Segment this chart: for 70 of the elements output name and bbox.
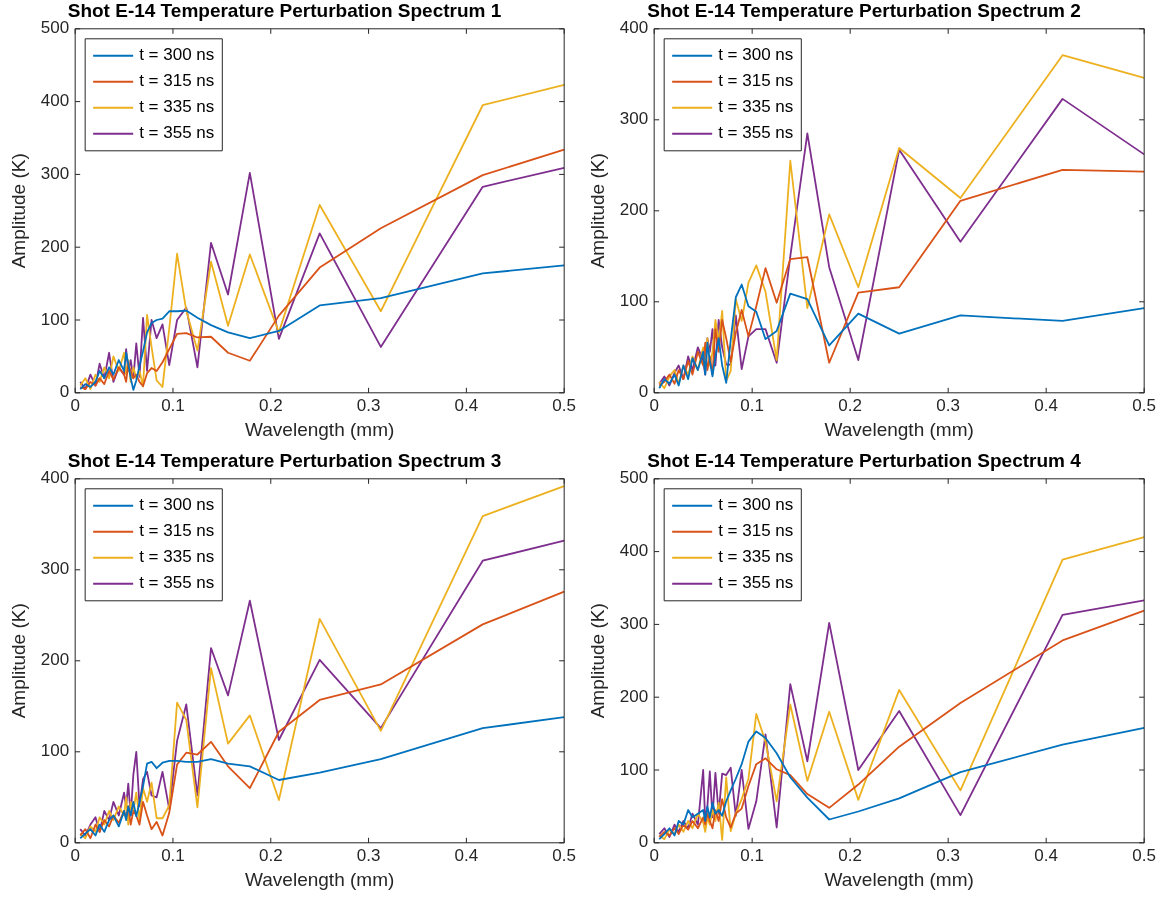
x-tick-label: 0.2 bbox=[838, 395, 862, 415]
y-tick-label: 100 bbox=[40, 309, 70, 329]
x-tick-label: 0.5 bbox=[552, 395, 576, 415]
y-axis-title: Amplitude (K) bbox=[7, 153, 29, 269]
y-tick-label: 200 bbox=[619, 200, 649, 220]
x-tick-label: 0.5 bbox=[552, 845, 576, 865]
x-tick-label: 0.3 bbox=[356, 845, 381, 865]
y-tick-label: 0 bbox=[638, 832, 649, 852]
legend-label: t = 300 ns bbox=[139, 45, 215, 65]
chart-title: Shot E-14 Temperature Perturbation Spectrum 2 bbox=[647, 0, 1081, 21]
legend-label: t = 315 ns bbox=[718, 521, 794, 541]
legend-label: t = 335 ns bbox=[718, 547, 794, 567]
legend-label: t = 335 ns bbox=[718, 97, 794, 117]
x-tick-label: 0.4 bbox=[1034, 845, 1058, 865]
legend-label: t = 355 ns bbox=[139, 573, 215, 593]
legend-label: t = 355 ns bbox=[718, 123, 794, 143]
y-tick-label: 500 bbox=[40, 18, 70, 38]
legend-label: t = 300 ns bbox=[718, 495, 794, 515]
x-tick-label: 0.2 bbox=[258, 845, 283, 865]
y-tick-label: 500 bbox=[619, 468, 649, 488]
legend-label: t = 335 ns bbox=[139, 97, 215, 117]
legend-label: t = 335 ns bbox=[139, 547, 215, 567]
x-tick-label: 0.5 bbox=[1132, 395, 1156, 415]
legend-label: t = 315 ns bbox=[718, 71, 794, 91]
y-tick-label: 300 bbox=[619, 109, 649, 129]
legend-label: t = 315 ns bbox=[139, 521, 215, 541]
legend-label: t = 355 ns bbox=[718, 573, 794, 593]
y-tick-label: 0 bbox=[638, 382, 649, 402]
x-tick-label: 0.2 bbox=[838, 845, 862, 865]
chart-title: Shot E-14 Temperature Perturbation Spectrum 3 bbox=[67, 449, 502, 471]
x-tick-label: 0.3 bbox=[936, 395, 960, 415]
x-tick-label: 0.1 bbox=[161, 395, 185, 415]
x-tick-label: 0.4 bbox=[1034, 395, 1058, 415]
legend-label: t = 315 ns bbox=[139, 71, 215, 91]
y-tick-label: 200 bbox=[40, 236, 70, 256]
x-axis-title: Wavelength (mm) bbox=[824, 868, 974, 890]
y-axis-title: Amplitude (K) bbox=[586, 603, 608, 719]
x-tick-label: 0.3 bbox=[356, 395, 381, 415]
x-tick-label: 0.5 bbox=[1132, 845, 1156, 865]
legend-label: t = 300 ns bbox=[139, 495, 215, 515]
y-tick-label: 400 bbox=[40, 468, 70, 488]
x-tick-label: 0.1 bbox=[161, 845, 185, 865]
x-tick-label: 0.3 bbox=[936, 845, 960, 865]
y-tick-label: 400 bbox=[619, 541, 649, 561]
x-axis-title: Wavelength (mm) bbox=[245, 418, 395, 440]
y-tick-label: 400 bbox=[40, 91, 70, 111]
y-tick-label: 200 bbox=[619, 686, 649, 706]
y-axis-title: Amplitude (K) bbox=[586, 153, 608, 269]
legend-label: t = 355 ns bbox=[139, 123, 215, 143]
y-axis-title: Amplitude (K) bbox=[7, 603, 29, 719]
x-axis-title: Wavelength (mm) bbox=[824, 418, 974, 440]
x-tick-label: 0.1 bbox=[740, 845, 764, 865]
y-tick-label: 0 bbox=[59, 832, 70, 852]
y-tick-label: 200 bbox=[40, 650, 70, 670]
y-tick-label: 100 bbox=[619, 759, 649, 779]
x-tick-label: 0.4 bbox=[454, 395, 479, 415]
y-tick-label: 100 bbox=[40, 741, 70, 761]
y-tick-label: 100 bbox=[619, 291, 649, 311]
x-tick-label: 0.4 bbox=[454, 845, 479, 865]
y-tick-label: 0 bbox=[59, 382, 70, 402]
y-tick-label: 300 bbox=[619, 614, 649, 634]
y-tick-label: 300 bbox=[40, 559, 70, 579]
chart-title: Shot E-14 Temperature Perturbation Spectrum 4 bbox=[647, 449, 1082, 471]
y-tick-label: 400 bbox=[619, 18, 649, 38]
x-axis-title: Wavelength (mm) bbox=[245, 868, 395, 890]
y-tick-label: 300 bbox=[40, 164, 70, 184]
x-tick-label: 0.2 bbox=[258, 395, 283, 415]
legend-label: t = 300 ns bbox=[718, 45, 794, 65]
x-tick-label: 0.1 bbox=[740, 395, 764, 415]
chart-title: Shot E-14 Temperature Perturbation Spectrum 1 bbox=[67, 0, 502, 21]
